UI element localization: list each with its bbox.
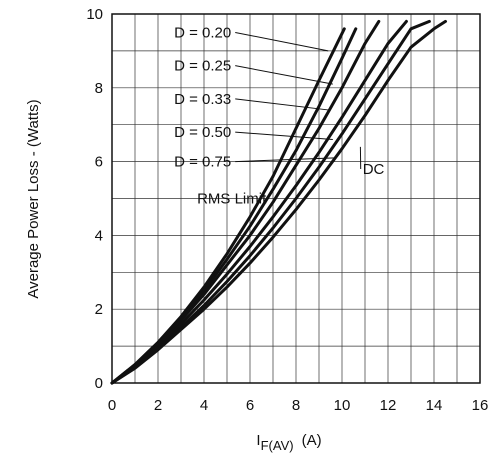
x-tick-label: 0 bbox=[108, 397, 116, 414]
y-tick-layer: 0 2 4 6 8 10 bbox=[86, 6, 103, 392]
x-tick-label: 8 bbox=[292, 397, 300, 414]
series-line-3 bbox=[110, 19, 408, 385]
curve-layer bbox=[110, 19, 447, 385]
x-tick-label: 10 bbox=[334, 397, 351, 414]
annotation-label-2: D = 0.33 bbox=[174, 91, 231, 108]
series-line-4 bbox=[110, 19, 431, 385]
annotation-label-5: DC bbox=[363, 161, 385, 178]
grid-lines bbox=[112, 14, 480, 383]
annotation-leader-1 bbox=[235, 65, 333, 85]
x-axis-title-unit: (A) bbox=[302, 432, 322, 449]
y-tick-label: 8 bbox=[95, 80, 103, 97]
y-tick-label: 2 bbox=[95, 301, 103, 318]
y-tick-label: 0 bbox=[95, 375, 103, 392]
x-tick-label: 2 bbox=[154, 397, 162, 414]
y-tick-label: 6 bbox=[95, 154, 103, 171]
series-line-5 bbox=[110, 19, 447, 385]
x-tick-label: 12 bbox=[380, 397, 397, 414]
x-tick-label: 14 bbox=[426, 397, 443, 414]
annotation-label-3: D = 0.50 bbox=[174, 124, 231, 141]
annotation-leader-0 bbox=[235, 31, 329, 52]
y-tick-label: 4 bbox=[95, 227, 103, 244]
x-tick-label: 16 bbox=[472, 397, 489, 414]
annotation-leader-3 bbox=[235, 131, 333, 140]
x-axis-title-subscript: F(AV) bbox=[261, 438, 294, 453]
annotation-label-6: RMS Limit bbox=[197, 191, 267, 208]
annotation-label-4: D = 0.75 bbox=[174, 154, 231, 171]
x-tick-layer: 0 2 4 6 8 10 12 14 16 bbox=[108, 397, 489, 414]
y-tick-label: 10 bbox=[86, 6, 103, 23]
annotation-layer: D = 0.20 D = 0.25 D = 0.33 D = 0.50 D = 0.75… bbox=[174, 24, 384, 207]
x-axis-title: IF(AV) (A) bbox=[256, 432, 321, 453]
y-axis-title: Average Power Loss - (Watts) bbox=[25, 99, 42, 298]
x-tick-label: 6 bbox=[246, 397, 254, 414]
plot-frame bbox=[111, 13, 481, 384]
annotation-label-1: D = 0.25 bbox=[174, 58, 231, 75]
x-axis-title-main: I bbox=[256, 432, 260, 449]
annotation-leader-2 bbox=[235, 98, 329, 111]
annotation-label-0: D = 0.20 bbox=[174, 24, 231, 41]
annotation-leader-4 bbox=[235, 157, 336, 163]
annotation-leader-layer bbox=[235, 31, 362, 169]
x-tick-label: 4 bbox=[200, 397, 208, 414]
